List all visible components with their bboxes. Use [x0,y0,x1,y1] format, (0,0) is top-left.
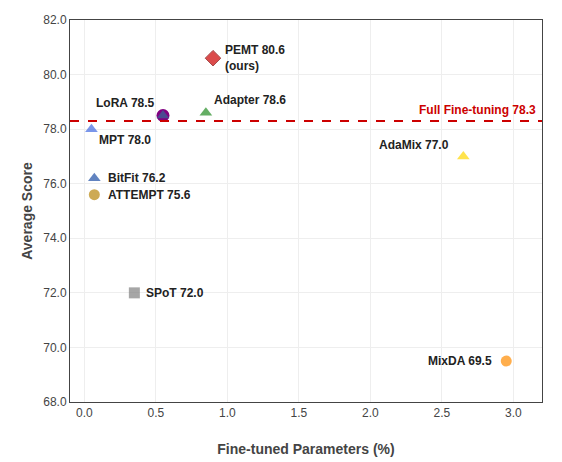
svg-text:74.0: 74.0 [43,231,67,245]
svg-text:1.0: 1.0 [219,406,236,420]
svg-text:PEMT 80.6(ours): PEMT 80.6(ours) [225,43,285,73]
svg-text:MixDA 69.5: MixDA 69.5 [428,354,492,368]
svg-text:0.0: 0.0 [76,406,93,420]
svg-text:Full Fine-tuning 78.3: Full Fine-tuning 78.3 [419,103,536,117]
svg-text:MPT 78.0: MPT 78.0 [99,133,151,147]
svg-text:70.0: 70.0 [43,341,67,355]
svg-text:AdaMix 77.0: AdaMix 77.0 [379,138,449,152]
svg-text:68.0: 68.0 [43,395,67,409]
svg-text:ATTEMPT 75.6: ATTEMPT 75.6 [108,188,191,202]
svg-text:2.0: 2.0 [362,406,379,420]
svg-text:0.5: 0.5 [147,406,164,420]
svg-text:82.0: 82.0 [43,13,67,27]
svg-text:3.0: 3.0 [505,406,522,420]
svg-text:Adapter 78.6: Adapter 78.6 [214,93,286,107]
svg-text:BitFit 76.2: BitFit 76.2 [108,171,166,185]
svg-text:1.5: 1.5 [291,406,308,420]
svg-text:SPoT 72.0: SPoT 72.0 [146,286,204,300]
svg-text:Average Score: Average Score [19,162,35,260]
svg-text:2.5: 2.5 [434,406,451,420]
svg-text:72.0: 72.0 [43,286,67,300]
svg-text:80.0: 80.0 [43,68,67,82]
svg-text:Fine-tuned Parameters (%): Fine-tuned Parameters (%) [217,441,394,457]
svg-text:LoRA 78.5: LoRA 78.5 [96,96,155,110]
svg-text:78.0: 78.0 [43,122,67,136]
svg-text:76.0: 76.0 [43,177,67,191]
